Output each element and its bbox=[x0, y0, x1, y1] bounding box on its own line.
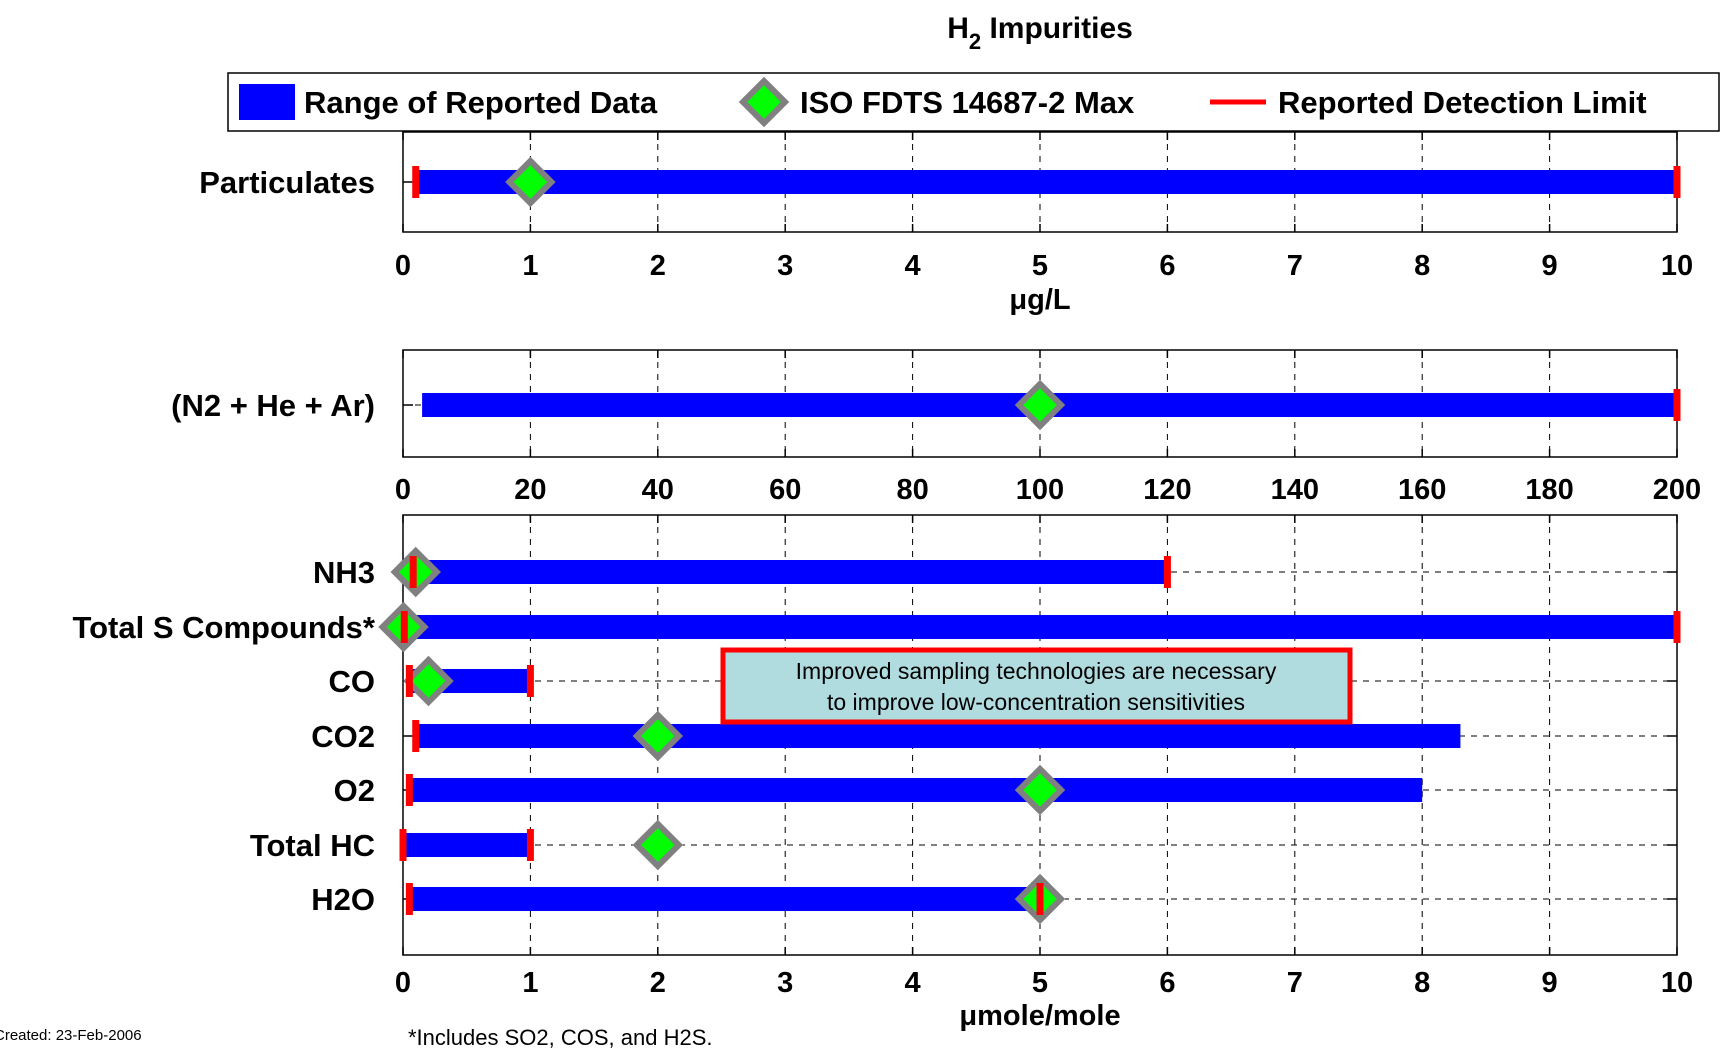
iso-max-marker bbox=[1014, 764, 1066, 816]
detection-limit-marker bbox=[412, 720, 420, 752]
detection-limit-marker bbox=[1673, 166, 1681, 198]
legend-iso-label: ISO FDTS 14687-2 Max bbox=[800, 85, 1135, 120]
x-tick-label: 2 bbox=[650, 250, 666, 282]
iso-max-marker bbox=[632, 819, 684, 871]
legend-iso-diamond-icon bbox=[738, 76, 790, 128]
range-bar bbox=[409, 887, 1040, 911]
category-label: NH3 bbox=[313, 555, 375, 590]
category-label: (N2 + He + Ar) bbox=[171, 388, 375, 423]
panel-particulates: 0 1 2 3 4 5 6 7 8 9 10 μg/L Particulates bbox=[199, 131, 1693, 316]
x-tick-label: 0 bbox=[395, 474, 411, 506]
x-tick-label: 7 bbox=[1287, 967, 1303, 999]
x-tick-label: 7 bbox=[1287, 250, 1303, 282]
iso-max-marker bbox=[505, 156, 556, 208]
x-tick-label: 0 bbox=[395, 250, 411, 282]
x-tick-label: 9 bbox=[1542, 250, 1558, 282]
detection-limit-marker bbox=[409, 556, 417, 588]
panel-gaseous-impurities: 0 1 2 3 4 5 6 7 8 9 10 μmole/mole NH3 Total S Compoun… bbox=[72, 514, 1693, 1032]
x-tick-label: 4 bbox=[905, 250, 921, 282]
x-tick-label: 120 bbox=[1143, 474, 1191, 506]
x-axis-label: μg/L bbox=[1009, 284, 1070, 316]
annotation-line-1: Improved sampling technologies are neces… bbox=[796, 658, 1277, 684]
annotation-line-2: to improve low-concentration sensitiviti… bbox=[827, 689, 1245, 715]
detection-limit-marker bbox=[405, 883, 413, 915]
legend-detection-label: Reported Detection Limit bbox=[1278, 85, 1647, 120]
category-label: H2O bbox=[311, 882, 375, 917]
category-label: Particulates bbox=[199, 165, 375, 200]
x-tick-label: 8 bbox=[1414, 250, 1430, 282]
category-label: Total S Compounds* bbox=[72, 610, 375, 645]
category-label: CO bbox=[329, 664, 376, 699]
x-tick-label: 1 bbox=[522, 250, 538, 282]
detection-limit-marker bbox=[1673, 389, 1681, 421]
range-bar bbox=[415, 170, 1677, 194]
detection-limit-marker bbox=[412, 166, 420, 198]
x-tick-label: 160 bbox=[1398, 474, 1446, 506]
x-tick-label: 60 bbox=[769, 474, 801, 506]
detection-limit-marker bbox=[526, 829, 534, 861]
annotation: Improved sampling technologies are neces… bbox=[720, 647, 1353, 725]
x-tick-label: 5 bbox=[1032, 250, 1048, 282]
footnote: *Includes SO2, COS, and H2S. bbox=[408, 1025, 713, 1049]
detection-limit-marker bbox=[405, 665, 413, 697]
legend: Range of Reported Data ISO FDTS 14687-2 … bbox=[227, 72, 1720, 132]
iso-max-marker bbox=[632, 710, 684, 762]
x-tick-label: 100 bbox=[1016, 474, 1064, 506]
legend-range-label: Range of Reported Data bbox=[304, 85, 658, 120]
detection-limit-marker bbox=[400, 611, 408, 643]
x-tick-label: 2 bbox=[650, 967, 666, 999]
range-bar bbox=[409, 560, 1168, 584]
range-bar bbox=[409, 778, 1423, 802]
created-date: Created: 23-Feb-2006 bbox=[0, 1027, 142, 1044]
x-tick-label: 0 bbox=[395, 967, 411, 999]
x-tick-label: 10 bbox=[1661, 967, 1693, 999]
x-tick-label: 140 bbox=[1271, 474, 1319, 506]
detection-limit-marker bbox=[1036, 883, 1044, 915]
x-tick-label: 9 bbox=[1542, 967, 1558, 999]
x-tick-label: 200 bbox=[1653, 474, 1701, 506]
range-bar bbox=[403, 615, 1677, 639]
chart-title: H2 Impurities bbox=[947, 12, 1133, 54]
annotation-box bbox=[720, 647, 1353, 725]
x-tick-label: 80 bbox=[896, 474, 928, 506]
x-tick-label: 1 bbox=[522, 967, 538, 999]
panel-inert-gases: 0 20 40 60 80 100 120 140 160 180 200 (N2 + He + Ar… bbox=[171, 349, 1701, 506]
iso-max-marker bbox=[403, 655, 454, 707]
detection-limit-marker bbox=[1673, 611, 1681, 643]
detection-limit-marker bbox=[399, 829, 407, 861]
detection-limit-marker bbox=[405, 774, 413, 806]
x-tick-label: 180 bbox=[1525, 474, 1573, 506]
iso-max-marker bbox=[1014, 379, 1066, 431]
category-label: O2 bbox=[334, 773, 375, 808]
x-tick-label: 6 bbox=[1159, 967, 1175, 999]
detection-limit-marker bbox=[1163, 556, 1171, 588]
x-tick-label: 4 bbox=[905, 967, 921, 999]
x-tick-label: 10 bbox=[1661, 250, 1693, 282]
category-label: Total HC bbox=[250, 828, 375, 863]
x-tick-label: 5 bbox=[1032, 967, 1048, 999]
range-bar bbox=[403, 833, 531, 857]
range-bar bbox=[415, 724, 1461, 748]
x-tick-label: 8 bbox=[1414, 967, 1430, 999]
x-tick-label: 3 bbox=[777, 250, 793, 282]
chart-title-suffix: Impurities bbox=[981, 12, 1133, 45]
x-tick-label: 20 bbox=[514, 474, 546, 506]
x-tick-label: 40 bbox=[642, 474, 674, 506]
x-tick-label: 6 bbox=[1159, 250, 1175, 282]
legend-box bbox=[227, 72, 1720, 132]
x-tick-label: 3 bbox=[777, 967, 793, 999]
chart-title-main: H bbox=[947, 12, 969, 45]
detection-limit-marker bbox=[526, 665, 534, 697]
category-label: CO2 bbox=[311, 719, 375, 754]
chart-title-subscript: 2 bbox=[969, 29, 981, 54]
x-axis-label: μmole/mole bbox=[959, 1000, 1120, 1032]
legend-range-swatch bbox=[239, 84, 295, 120]
